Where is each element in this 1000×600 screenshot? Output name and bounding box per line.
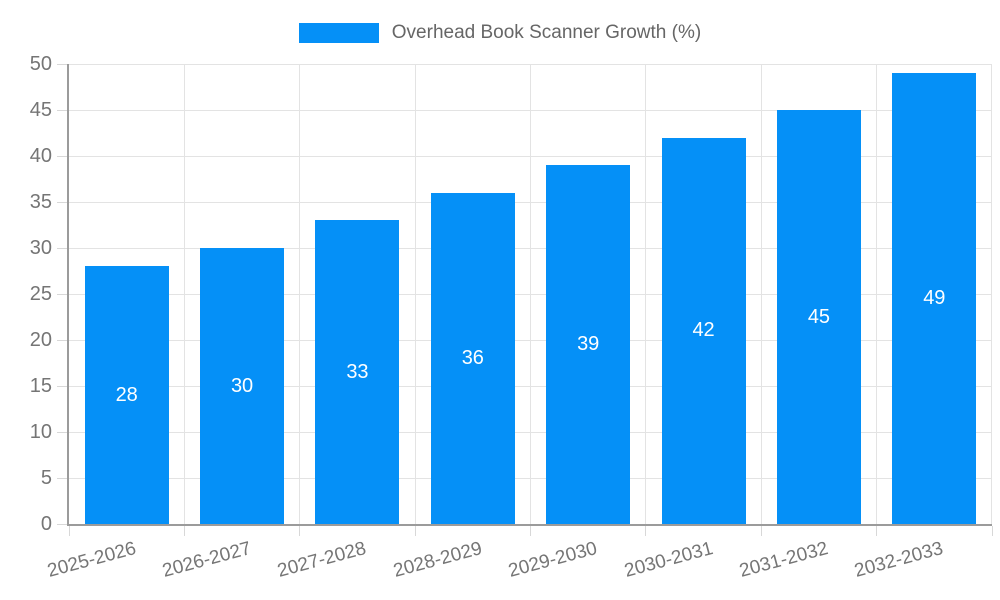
bar-value-label: 36 [461,346,484,369]
bar-value-label: 49 [923,287,946,310]
bar[interactable]: 49 [892,73,977,524]
y-axis-tick [57,523,67,525]
x-axis-tick [876,526,878,536]
x-axis-label: 2031-2032 [737,538,831,582]
legend-swatch[interactable] [298,23,379,43]
x-axis-tick [991,526,993,536]
y-axis-tick [57,385,67,387]
y-axis-tick [57,201,67,203]
bar[interactable]: 33 [315,220,400,524]
bar-value-label: 39 [577,333,600,356]
y-axis-tick [57,477,67,479]
y-axis-label: 20 [29,329,52,351]
y-axis-tick [57,63,67,65]
gridline-vertical [183,64,185,524]
y-axis-label: 5 [40,467,52,489]
gridline-vertical [299,64,301,524]
x-axis-tick [299,526,301,536]
y-axis-tick [57,155,67,157]
gridline-vertical [760,64,762,524]
bar[interactable]: 28 [84,266,169,524]
legend-label: Overhead Book Scanner Growth (%) [391,22,702,43]
y-axis-label: 30 [29,237,52,259]
y-axis-tick [57,109,67,111]
bar-value-label: 42 [692,319,715,342]
y-axis-label: 10 [29,421,52,443]
y-axis-label: 0 [40,513,52,535]
x-axis-tick [760,526,762,536]
x-axis-tick [414,526,416,536]
x-axis-label: 2028-2029 [391,538,485,582]
y-axis-label: 45 [29,99,52,121]
gridline-vertical [645,64,647,524]
gridline-vertical [990,64,992,524]
bar[interactable]: 30 [200,248,285,524]
x-axis-label: 2030-2031 [621,538,715,582]
gridline-vertical [876,64,878,524]
y-axis-tick [57,431,67,433]
y-axis-label: 40 [29,145,52,167]
bar-value-label: 28 [115,383,138,406]
bar-value-label: 45 [807,305,831,328]
y-axis-label: 15 [29,375,52,397]
x-axis-label: 2029-2030 [506,538,600,582]
chart-legend[interactable]: Overhead Book Scanner Growth (%) [0,22,1000,44]
y-axis-tick [57,293,67,295]
x-axis-tick [183,526,185,536]
y-axis-label: 35 [29,191,52,213]
plot-area: 0 5 10 15 20 25 30 35 40 45 50 28 2025-2026 30 2026-20… [30,53,993,582]
y-axis-label: 25 [29,283,52,305]
bar[interactable]: 36 [430,192,515,524]
x-axis-tick [645,526,647,536]
x-axis-label: 2026-2027 [160,538,254,582]
gridline-vertical [530,64,531,524]
x-axis-label: 2027-2028 [275,538,369,582]
bar[interactable]: 45 [776,110,861,524]
bar[interactable]: 42 [661,137,746,524]
x-axis-tick [68,526,70,536]
x-axis-tick [530,526,531,536]
x-axis-label: 2032-2033 [852,538,946,582]
y-axis-tick [57,339,67,341]
x-axis-label: 2025-2026 [44,538,139,582]
bar-value-label: 30 [230,374,254,397]
y-axis-label: 50 [29,53,52,75]
bar-value-label: 33 [346,360,369,383]
gridline-vertical [414,64,416,524]
y-axis-tick [57,247,67,249]
bar[interactable]: 39 [546,165,631,524]
